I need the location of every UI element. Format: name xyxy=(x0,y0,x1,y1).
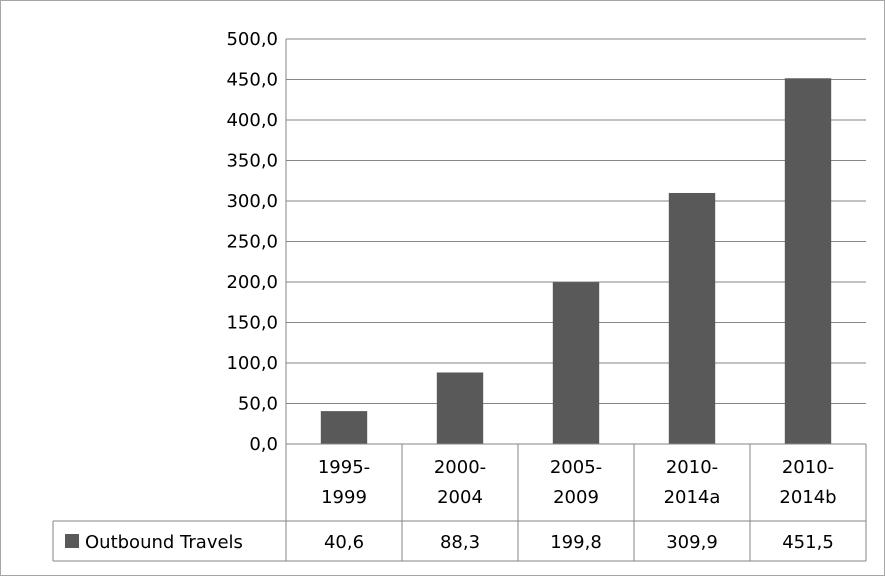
bar xyxy=(668,192,716,444)
data-value-label: 40,6 xyxy=(324,532,364,553)
data-table: 1995-1999 2000-2004 2005-2009 2010-2014a 201… xyxy=(52,443,867,562)
legend-swatch xyxy=(65,534,79,548)
x-tick-label: 2010-2014a xyxy=(664,457,721,508)
bar xyxy=(552,282,600,444)
x-tick-label: 2005-2009 xyxy=(550,457,602,508)
y-tick-label: 500,0 xyxy=(226,29,278,50)
y-tick-label: 350,0 xyxy=(226,151,278,172)
bar xyxy=(320,411,368,444)
x-tick-label: 1995-1999 xyxy=(318,457,370,508)
legend-label: Outbound Travels xyxy=(85,532,243,553)
y-tick-label: 400,0 xyxy=(226,110,278,131)
y-tick-label: 250,0 xyxy=(226,232,278,253)
data-value-label: 88,3 xyxy=(440,532,480,553)
y-tick-label: 450,0 xyxy=(226,70,278,91)
data-value-label: 199,8 xyxy=(550,532,602,553)
gridlines xyxy=(285,38,866,561)
data-value-label: 309,9 xyxy=(666,532,718,553)
y-tick-label: 300,0 xyxy=(226,191,278,212)
y-axis-tick-labels: 0,0 50,0 100,0 150,0 200,0 250,0 300,0 350,0 400… xyxy=(226,29,278,455)
y-tick-label: 150,0 xyxy=(226,313,278,334)
y-tick-label: 100,0 xyxy=(226,353,278,374)
bars xyxy=(320,78,832,444)
x-tick-label: 2000-2004 xyxy=(434,457,486,508)
y-tick-label: 200,0 xyxy=(226,272,278,293)
x-tick-label: 2010-2014b xyxy=(779,457,836,508)
y-tick-label: 50,0 xyxy=(238,394,278,415)
data-value-label: 451,5 xyxy=(782,532,834,553)
bar xyxy=(436,372,484,444)
bar xyxy=(784,78,832,444)
y-tick-label: 0,0 xyxy=(249,434,278,455)
